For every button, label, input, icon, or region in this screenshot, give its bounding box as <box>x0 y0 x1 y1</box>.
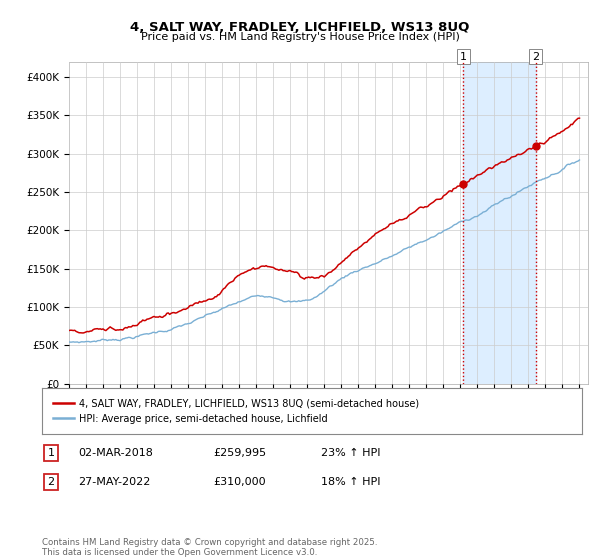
Text: 23% ↑ HPI: 23% ↑ HPI <box>321 448 380 458</box>
Text: 4, SALT WAY, FRADLEY, LICHFIELD, WS13 8UQ: 4, SALT WAY, FRADLEY, LICHFIELD, WS13 8U… <box>130 21 470 34</box>
Text: 27-MAY-2022: 27-MAY-2022 <box>78 477 151 487</box>
Text: 1: 1 <box>460 52 467 62</box>
Text: 02-MAR-2018: 02-MAR-2018 <box>78 448 153 458</box>
Text: 18% ↑ HPI: 18% ↑ HPI <box>321 477 380 487</box>
Text: Price paid vs. HM Land Registry's House Price Index (HPI): Price paid vs. HM Land Registry's House … <box>140 32 460 43</box>
Bar <box>463 62 536 384</box>
Text: 2: 2 <box>532 52 539 62</box>
Text: £310,000: £310,000 <box>213 477 266 487</box>
Legend: 4, SALT WAY, FRADLEY, LICHFIELD, WS13 8UQ (semi-detached house), HPI: Average pr: 4, SALT WAY, FRADLEY, LICHFIELD, WS13 8U… <box>47 393 425 430</box>
Text: 1: 1 <box>47 448 55 458</box>
Text: Contains HM Land Registry data © Crown copyright and database right 2025.
This d: Contains HM Land Registry data © Crown c… <box>42 538 377 557</box>
Text: 2: 2 <box>47 477 55 487</box>
Text: £259,995: £259,995 <box>213 448 266 458</box>
